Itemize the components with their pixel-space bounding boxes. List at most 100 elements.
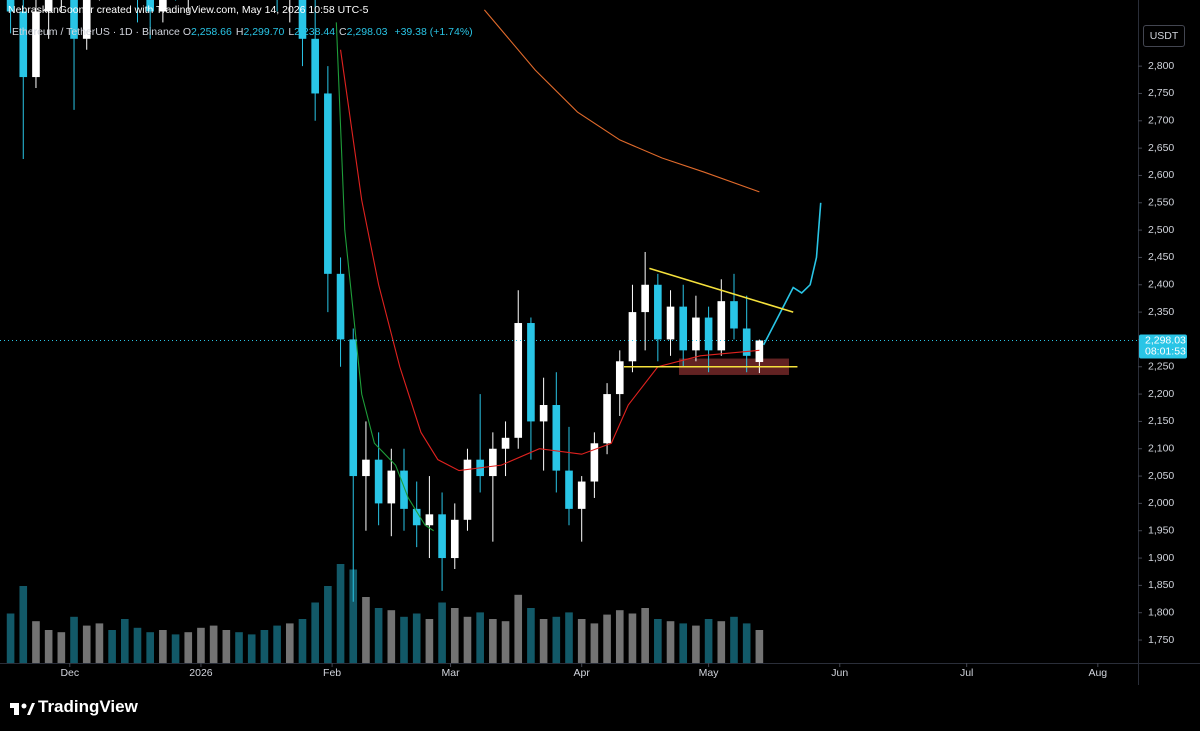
y-tick-label: 2,500 xyxy=(1148,224,1174,236)
volume-bar xyxy=(654,619,662,663)
candle-body xyxy=(324,93,332,274)
volume-bar xyxy=(260,630,269,663)
volume-bar xyxy=(159,630,167,663)
y-tick-label: 2,750 xyxy=(1148,87,1174,99)
legend-key: L xyxy=(288,26,295,38)
x-tick-label: May xyxy=(699,667,720,679)
y-tick-label: 2,350 xyxy=(1148,306,1174,318)
countdown-label: 08:01:53 xyxy=(1145,345,1186,357)
indicator-line xyxy=(340,49,760,472)
volume-bar xyxy=(171,634,180,663)
indicator-line xyxy=(649,267,794,313)
candle-body xyxy=(717,301,726,351)
x-tick-label: 2026 xyxy=(189,667,213,679)
volume-bar xyxy=(590,623,599,663)
candle-body xyxy=(666,306,675,340)
volume-bar xyxy=(717,621,726,663)
candle-body xyxy=(641,284,649,313)
volume-bar xyxy=(222,630,231,663)
volume-bar xyxy=(412,613,421,663)
volume-bar xyxy=(692,625,700,663)
logo xyxy=(10,703,35,715)
candle-body xyxy=(565,470,573,509)
y-tick-label: 2,450 xyxy=(1148,251,1174,263)
candle-body xyxy=(362,459,370,477)
candle-body xyxy=(44,0,53,12)
volume-bar xyxy=(489,619,497,663)
volume-bar xyxy=(133,627,142,663)
symbol-title: Ethereum / TetherUS · 1D · Binance xyxy=(12,26,180,38)
indicator-line xyxy=(762,202,822,346)
candle-body xyxy=(387,470,396,504)
candle-body xyxy=(615,361,624,395)
legend-value: 2,238.44 xyxy=(294,26,336,38)
x-tick-label: Jun xyxy=(831,667,848,679)
candle-body xyxy=(349,339,358,477)
legend-value: 2,258.66 xyxy=(190,26,232,38)
volume-bar xyxy=(336,564,345,663)
ohlc-values: O2,258.66 H2,299.70 L2,238.44 C2,298.03 xyxy=(183,26,392,38)
volume-bar xyxy=(120,619,129,663)
axes: 1,750 1,800 1,850 1,900 1,950 2,000 2,050 2,100… xyxy=(60,60,1187,679)
candle-body xyxy=(400,470,408,509)
candle-body xyxy=(501,437,510,449)
volume-bar xyxy=(527,608,535,663)
candle-body xyxy=(70,0,78,39)
volume-bar xyxy=(146,632,154,663)
x-tick-label: Feb xyxy=(323,667,341,679)
plot-area xyxy=(0,0,1138,663)
volume-bar xyxy=(19,586,28,663)
brand: TradingView xyxy=(38,697,138,716)
candle-body xyxy=(438,514,446,559)
volume-bar xyxy=(362,597,370,663)
y-tick-label: 1,850 xyxy=(1148,579,1174,591)
volume-bar xyxy=(32,621,40,663)
candle-body xyxy=(603,394,611,444)
volume-bar xyxy=(463,616,472,663)
volume-bar xyxy=(501,621,510,663)
x-tick-label: Jul xyxy=(960,667,973,679)
volume-bar xyxy=(44,630,53,663)
candle-body xyxy=(159,0,167,12)
candle-body xyxy=(311,38,319,94)
x-tick-label: Apr xyxy=(574,667,591,679)
indicator-line xyxy=(335,22,434,532)
volume-bar xyxy=(349,569,358,663)
candle-body xyxy=(755,340,764,363)
volume-bar xyxy=(742,623,751,663)
volume-bar xyxy=(539,619,548,663)
candle-body xyxy=(374,459,383,504)
volume-bar xyxy=(425,619,434,663)
volume-bar xyxy=(324,586,332,663)
candle-body xyxy=(539,405,548,422)
y-tick-label: 2,650 xyxy=(1148,142,1174,154)
volume-bar xyxy=(273,625,281,663)
volume-bar xyxy=(755,630,764,663)
x-tick-label: Dec xyxy=(60,667,79,679)
candle-body xyxy=(654,284,662,340)
y-tick-label: 1,900 xyxy=(1148,552,1174,564)
volume-bar xyxy=(679,623,688,663)
volume-bar xyxy=(514,594,523,663)
candle-body xyxy=(450,519,459,559)
legend: Ethereum / TetherUS · 1D · Binance O2,25… xyxy=(12,26,477,38)
volume-bar xyxy=(704,619,713,663)
candle-body xyxy=(489,448,497,477)
volume-bar xyxy=(209,625,218,663)
volume-bar xyxy=(577,619,586,663)
y-tick-label: 2,000 xyxy=(1148,497,1174,509)
candle-body xyxy=(6,0,15,12)
candle-body xyxy=(692,317,700,351)
candle-body xyxy=(577,481,586,509)
y-tick-label: 2,050 xyxy=(1148,470,1174,482)
volume-bar xyxy=(603,614,611,663)
y-tick-label: 2,800 xyxy=(1148,60,1174,72)
legend-value: 2,298.03 xyxy=(346,26,388,38)
y-tick-label: 2,150 xyxy=(1148,415,1174,427)
y-tick-label: 2,200 xyxy=(1148,388,1174,400)
volume-bar xyxy=(57,632,66,663)
candle-body xyxy=(730,301,738,329)
currency-button[interactable]: USDT xyxy=(1143,25,1185,47)
candle-body xyxy=(412,508,421,526)
y-tick-label: 2,400 xyxy=(1148,279,1174,291)
